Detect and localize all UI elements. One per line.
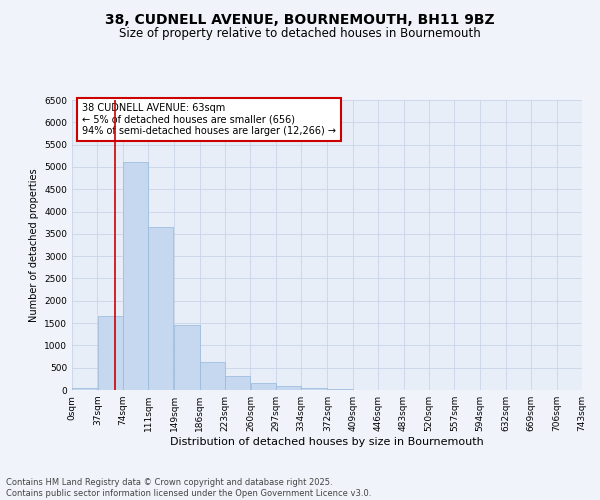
Bar bbox=[72, 388, 97, 390]
Bar bbox=[200, 362, 225, 390]
Bar bbox=[328, 388, 353, 390]
Bar bbox=[123, 162, 148, 390]
Text: 38, CUDNELL AVENUE, BOURNEMOUTH, BH11 9BZ: 38, CUDNELL AVENUE, BOURNEMOUTH, BH11 9B… bbox=[105, 12, 495, 26]
Bar bbox=[148, 227, 173, 390]
Bar bbox=[175, 326, 200, 390]
Text: Contains HM Land Registry data © Crown copyright and database right 2025.
Contai: Contains HM Land Registry data © Crown c… bbox=[6, 478, 371, 498]
Y-axis label: Number of detached properties: Number of detached properties bbox=[29, 168, 38, 322]
Text: Size of property relative to detached houses in Bournemouth: Size of property relative to detached ho… bbox=[119, 28, 481, 40]
Bar bbox=[251, 384, 276, 390]
Bar bbox=[301, 388, 326, 390]
Text: 38 CUDNELL AVENUE: 63sqm
← 5% of detached houses are smaller (656)
94% of semi-d: 38 CUDNELL AVENUE: 63sqm ← 5% of detache… bbox=[82, 103, 336, 136]
Bar bbox=[97, 316, 122, 390]
Bar bbox=[276, 386, 301, 390]
X-axis label: Distribution of detached houses by size in Bournemouth: Distribution of detached houses by size … bbox=[170, 437, 484, 447]
Bar bbox=[225, 376, 250, 390]
